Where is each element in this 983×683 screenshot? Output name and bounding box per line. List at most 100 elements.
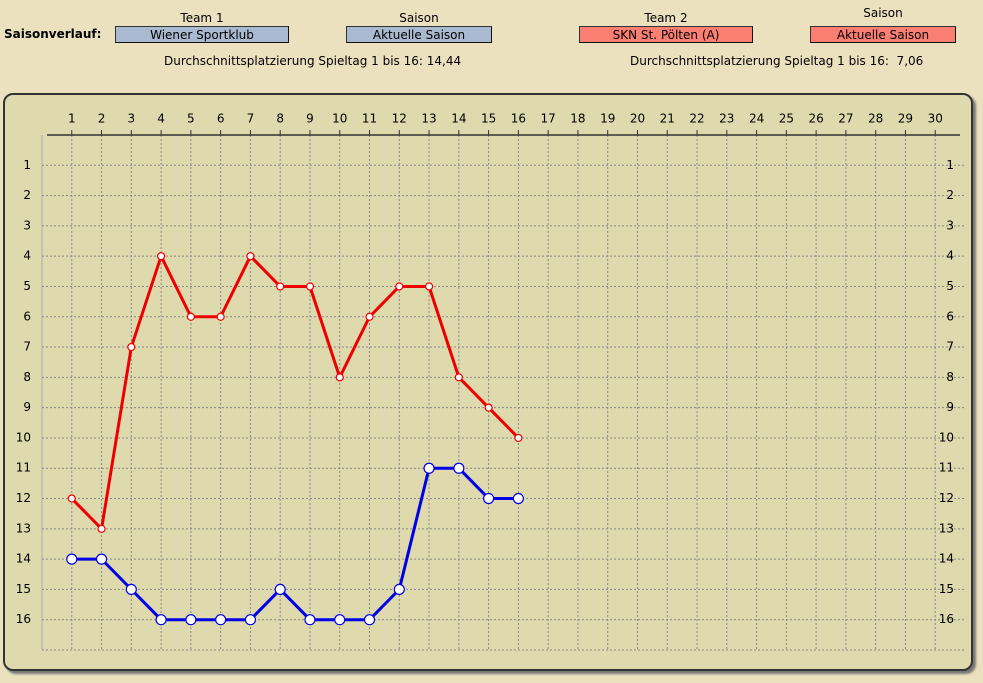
point [395, 282, 404, 291]
x-tick-label: 19 [600, 112, 615, 126]
y-tick-label: 5 [23, 279, 31, 293]
y-tick-label: 4 [23, 249, 31, 263]
team2-select[interactable]: SKN St. Pölten (A) [579, 26, 753, 43]
x-tick-label: 28 [868, 112, 883, 126]
y-tick-label-right: 9 [946, 400, 954, 414]
point [305, 282, 315, 291]
x-tick-label: 4 [157, 112, 165, 126]
x-tick-label: 3 [128, 112, 136, 126]
y-tick-label-right: 16 [939, 612, 954, 626]
y-tick-label-right: 15 [939, 582, 954, 596]
y-tick-label: 13 [16, 521, 31, 535]
x-tick-label: 1 [68, 112, 76, 126]
average2: Durchschnittsplatzierung Spieltag 1 bis … [630, 54, 924, 68]
x-tick-label: 12 [392, 112, 407, 126]
x-tick-label: 5 [187, 112, 195, 126]
y-tick-label-right: 2 [946, 188, 954, 202]
team2-caption: Team 2 [644, 11, 688, 25]
point [186, 312, 195, 321]
x-tick-label: 24 [749, 112, 764, 126]
series-line [71, 466, 519, 622]
y-tick-label-right: 4 [946, 249, 954, 263]
point [423, 462, 435, 474]
point [66, 553, 78, 565]
x-tick-label: 29 [898, 112, 913, 126]
x-tick-label: 16 [511, 112, 526, 126]
point [483, 492, 495, 505]
point [276, 282, 285, 291]
point [335, 373, 344, 382]
series-line [70, 254, 520, 531]
y-tick-label: 15 [16, 582, 31, 596]
point [215, 614, 227, 626]
y-tick-label-right: 6 [946, 309, 954, 323]
point [246, 252, 255, 261]
x-tick-label: 21 [660, 112, 675, 126]
point [95, 553, 108, 565]
y-tick-label: 12 [16, 491, 31, 505]
point [484, 403, 493, 412]
point [363, 614, 376, 626]
point [304, 614, 316, 626]
season1-caption: Saison [399, 11, 439, 25]
point [155, 614, 167, 626]
y-tick-label: 14 [16, 552, 31, 566]
x-tick-label: 14 [451, 112, 466, 126]
y-tick-label: 6 [23, 309, 31, 323]
point [393, 583, 405, 596]
label: Saisonverlauf: [4, 27, 102, 41]
x-tick-label: 23 [719, 112, 734, 126]
point [365, 312, 374, 321]
x-tick-label: 8 [276, 112, 284, 126]
x-tick-label: 26 [808, 112, 823, 126]
x-tick-label: 18 [570, 112, 585, 126]
x-tick-label: 27 [838, 112, 853, 126]
y-tick-label-right: 5 [946, 279, 954, 293]
y-tick-label: 16 [16, 612, 31, 626]
point [454, 373, 463, 382]
x-tick-label: 13 [421, 112, 436, 126]
y-tick-label: 8 [23, 370, 31, 384]
y-tick-label-right: 10 [939, 430, 954, 444]
average1: Durchschnittsplatzierung Spieltag 1 bis … [164, 54, 462, 68]
y-tick-label-right: 13 [939, 521, 954, 535]
x-tick-label: 6 [217, 112, 225, 126]
y-tick-label: 1 [23, 158, 31, 172]
x-tick-label: 15 [481, 112, 496, 126]
point [67, 494, 76, 503]
y-tick-label: 2 [23, 188, 31, 202]
chart-panel [3, 93, 973, 671]
y-tick-label: 10 [16, 430, 31, 444]
point [334, 614, 346, 626]
y-tick-label-right: 12 [939, 491, 954, 505]
x-tick-label: 10 [332, 112, 347, 126]
point [424, 282, 434, 291]
y-tick-label: 11 [16, 461, 31, 475]
point [512, 492, 524, 505]
point [216, 312, 225, 321]
point [127, 342, 136, 352]
team1-select[interactable]: Wiener Sportklub [115, 26, 289, 43]
y-tick-label-right: 3 [946, 218, 954, 232]
x-tick-label: 20 [630, 112, 645, 126]
x-tick-label: 25 [779, 112, 794, 126]
x-tick-label: 2 [98, 112, 106, 126]
y-tick-label: 7 [23, 340, 31, 354]
x-tick-label: 7 [247, 112, 255, 126]
y-tick-label: 3 [23, 218, 31, 232]
x-tick-label: 17 [541, 112, 556, 126]
season2-select[interactable]: Aktuelle Saison [810, 26, 956, 43]
y-tick-label: 9 [23, 400, 31, 414]
point [156, 252, 166, 261]
point [125, 583, 137, 596]
y-tick-label-right: 7 [946, 340, 954, 354]
point [453, 462, 465, 474]
y-tick-label-right: 11 [939, 461, 954, 475]
x-tick-label: 11 [362, 112, 377, 126]
point [244, 614, 257, 626]
team1-caption: Team 1 [180, 11, 224, 25]
x-tick-label: 9 [306, 112, 314, 126]
season1-select[interactable]: Aktuelle Saison [346, 26, 492, 43]
